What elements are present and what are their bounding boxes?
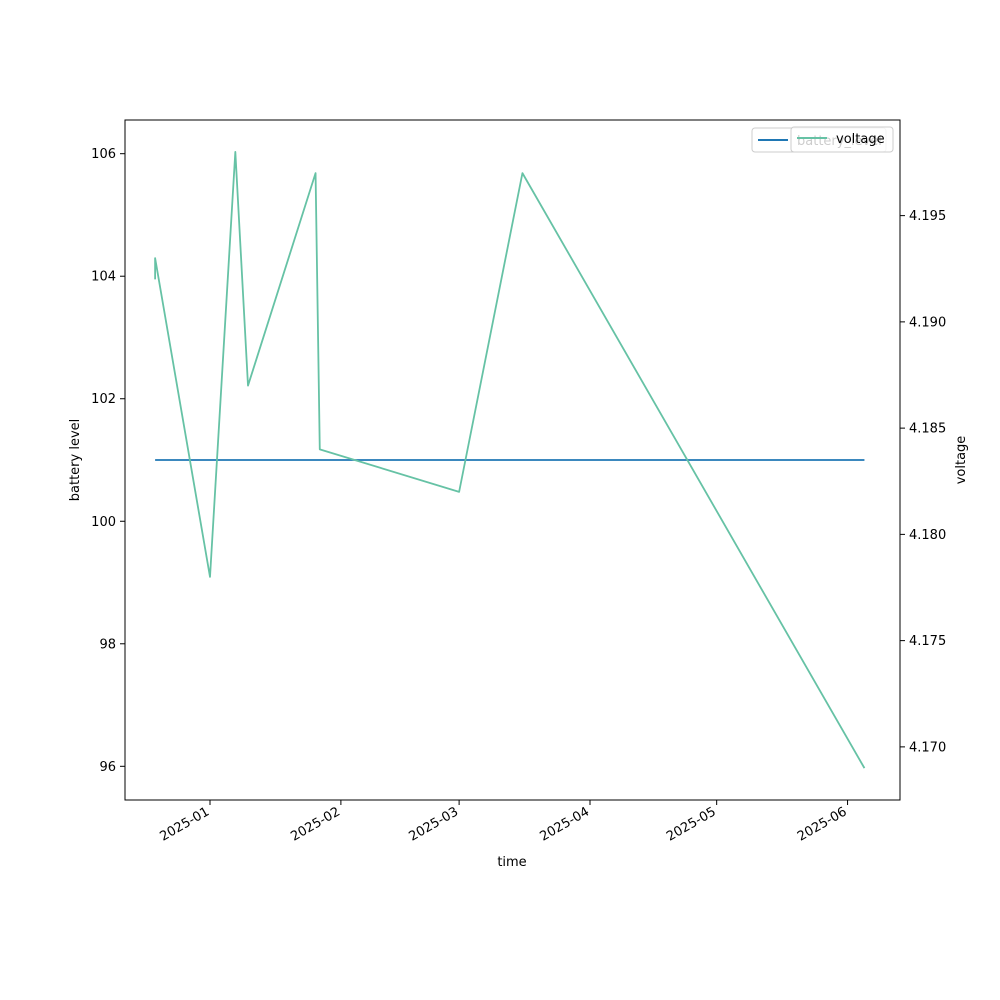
legend-voltage-box: [790, 126, 894, 153]
y-right-axis-label: voltage: [954, 436, 969, 485]
series-layer: [154, 150, 866, 769]
y-left-tick-label: 96: [99, 760, 116, 775]
y-right-tick-label: 4.175: [909, 634, 946, 649]
y-right-tick-label: 4.195: [909, 209, 946, 224]
legend-voltage-text: voltage: [836, 132, 885, 147]
y-left-tick-label: 104: [91, 270, 116, 285]
plot-frame: [124, 119, 901, 801]
y-right-tick-label: 4.170: [909, 740, 946, 755]
y-left-tick-label: 98: [99, 637, 116, 652]
x-axis-label: time: [497, 855, 526, 870]
legend-voltage: voltage: [790, 126, 894, 153]
y-left-axis-label: battery level: [68, 419, 83, 502]
y-right-tick-label: 4.180: [909, 528, 946, 543]
y-right-axis-ticks: 4.170 4.175 4.180 4.185 4.190 4.195: [900, 209, 946, 755]
y-left-tick-label: 100: [91, 515, 116, 530]
series-line-voltage: [154, 150, 866, 769]
y-left-tick-label: 106: [91, 147, 116, 162]
y-left-axis-ticks: 96 98 100 102 104 106: [91, 147, 125, 775]
y-right-tick-label: 4.185: [909, 422, 946, 437]
y-left-tick-label: 102: [91, 392, 116, 407]
y-right-tick-label: 4.190: [909, 315, 946, 330]
